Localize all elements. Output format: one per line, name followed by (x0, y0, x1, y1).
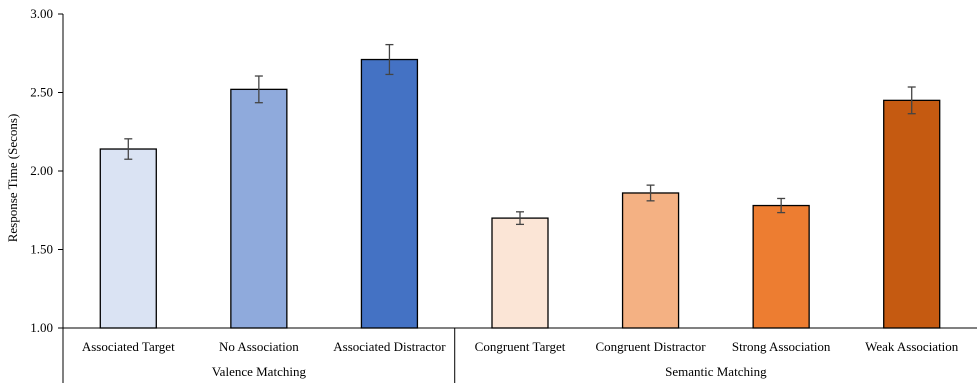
group-label: Semantic Matching (665, 364, 767, 379)
y-axis-label: Response Time (Secons) (5, 114, 20, 243)
error-bar (777, 197, 786, 214)
x-tick-label: Congruent Target (475, 339, 566, 354)
bar (360, 58, 419, 329)
y-tick-label: 3.00 (30, 6, 53, 21)
error-bar (254, 75, 263, 104)
bars (99, 43, 941, 329)
x-axis: Associated Target No Association Associate… (62, 327, 977, 383)
bar (99, 148, 157, 329)
bar (230, 88, 288, 329)
error-bar (124, 138, 133, 160)
x-tick-label: Weak Association (865, 339, 959, 354)
x-tick-label: Congruent Distractor (596, 339, 707, 354)
y-tick-label: 2.50 (30, 85, 53, 100)
y-axis: 1.00 1.50 2.00 2.50 3.00 (30, 6, 64, 335)
x-tick-label: Associated Distractor (333, 339, 446, 354)
x-tick-label: Strong Association (732, 339, 831, 354)
group-label: Valence Matching (212, 364, 307, 379)
y-tick-label: 1.00 (30, 320, 53, 335)
x-tick-label: Associated Target (82, 339, 175, 354)
bar (883, 99, 941, 329)
y-tick-label: 1.50 (30, 242, 53, 257)
bar (621, 192, 680, 329)
error-bar (646, 184, 655, 202)
bar (752, 204, 810, 329)
bar (491, 217, 549, 329)
error-bar (907, 86, 916, 115)
error-bar (385, 43, 394, 76)
error-bar (516, 211, 524, 226)
x-tick-label: No Association (219, 339, 299, 354)
y-tick-label: 2.00 (30, 163, 53, 178)
